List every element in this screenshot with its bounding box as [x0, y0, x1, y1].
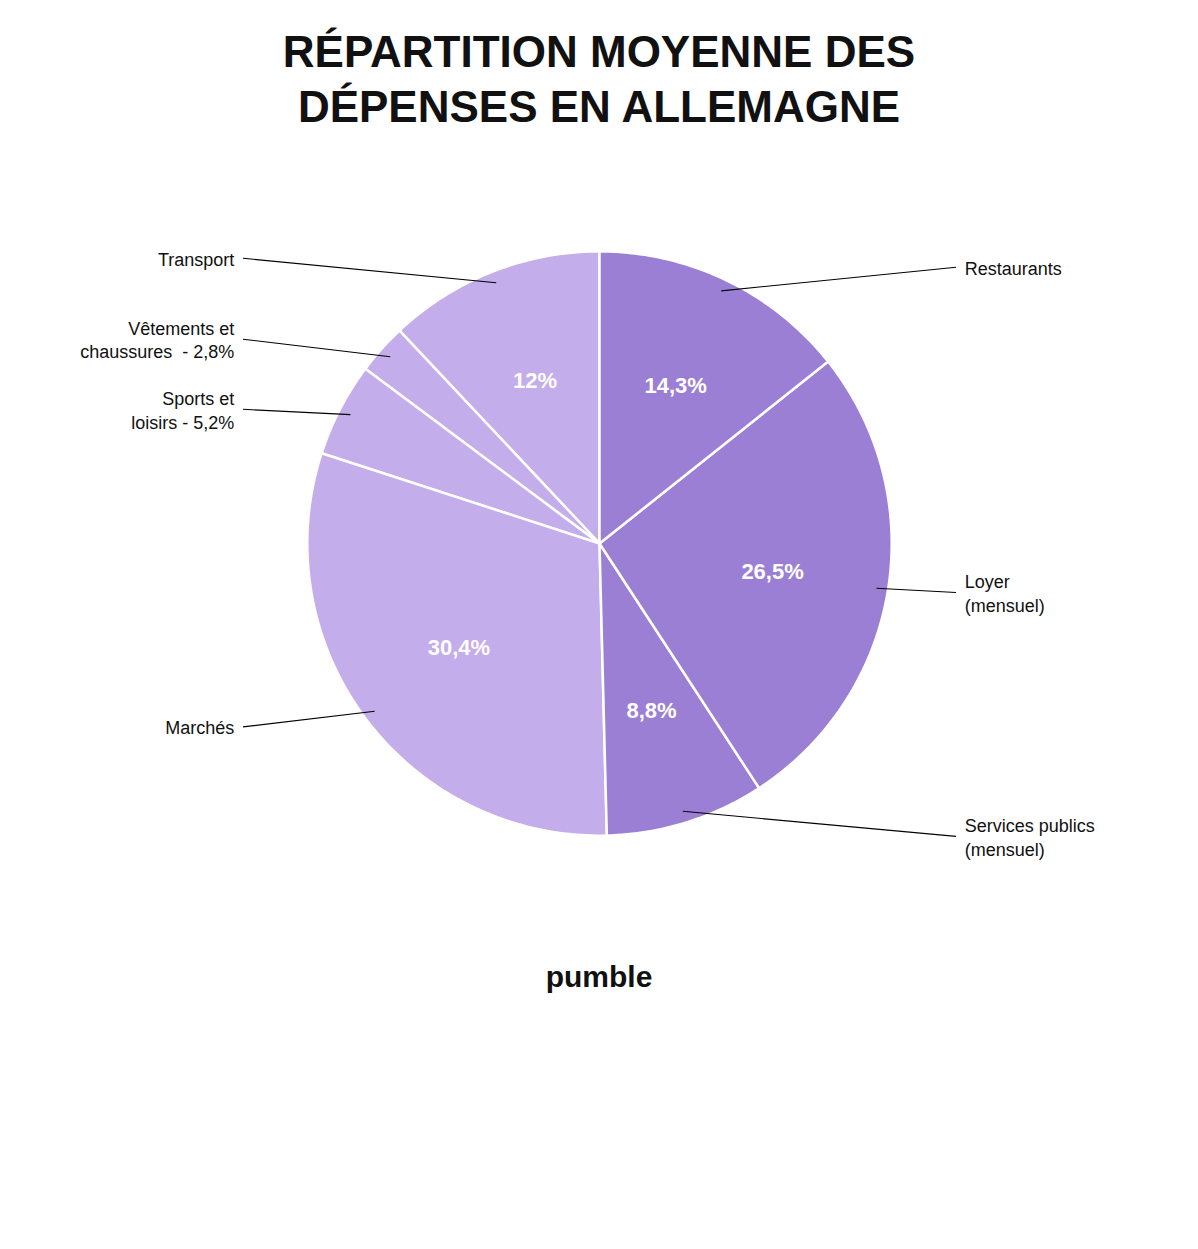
- svg-text:Transport: Transport: [158, 250, 234, 270]
- svg-text:Sports etloisirs - 5,2%: Sports etloisirs - 5,2%: [131, 389, 234, 432]
- html-text:pumble: pumble: [545, 960, 653, 993]
- svg-text:Vêtements etchaussures - 2,8%: Vêtements etchaussures - 2,8%: [80, 319, 234, 362]
- svg-text:14,3%: 14,3%: [644, 373, 706, 398]
- svg-text:26,5%: 26,5%: [741, 559, 803, 584]
- html-text:RÉPARTITION MOYENNE DES DÉPENS: RÉPARTITION MOYENNE DES DÉPENSES EN ALLE…: [282, 27, 916, 131]
- svg-text:12%: 12%: [513, 368, 557, 393]
- svg-text:Services publics(mensuel): Services publics(mensuel): [965, 816, 1095, 859]
- svg-text:Loyer(mensuel): Loyer(mensuel): [965, 572, 1045, 615]
- svg-text:30,4%: 30,4%: [428, 635, 490, 660]
- svg-text:Restaurants: Restaurants: [965, 259, 1062, 279]
- svg-text:8,8%: 8,8%: [626, 698, 676, 723]
- svg-text:Marchés: Marchés: [165, 718, 234, 738]
